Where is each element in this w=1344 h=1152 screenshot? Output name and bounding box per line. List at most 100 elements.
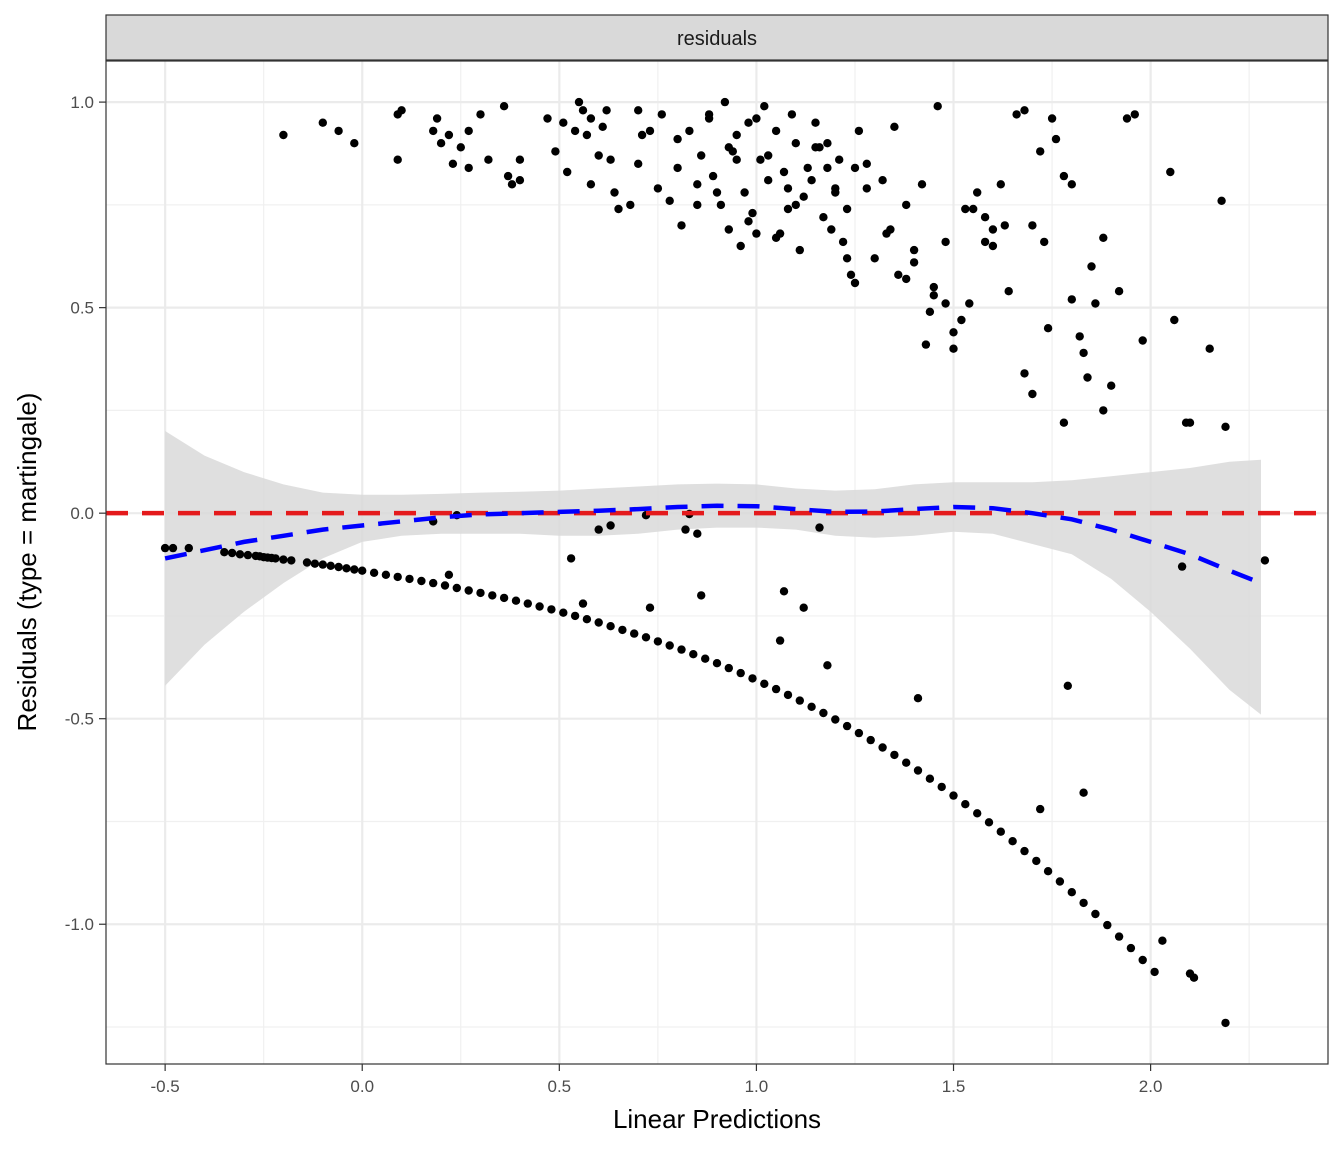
data-point	[973, 809, 982, 818]
data-point	[850, 163, 860, 173]
data-point	[184, 543, 193, 553]
data-point	[823, 139, 832, 148]
data-point	[1028, 221, 1037, 230]
data-point	[1020, 369, 1029, 378]
minor-gridlines	[106, 61, 1328, 1064]
data-point	[618, 625, 627, 635]
data-point	[783, 204, 793, 214]
data-point	[350, 139, 359, 148]
data-point	[1205, 344, 1214, 353]
data-point	[996, 180, 1005, 189]
data-point	[444, 130, 454, 140]
data-point	[791, 139, 800, 148]
data-point	[523, 599, 532, 608]
data-point	[988, 225, 998, 234]
y-axis-title: Residuals (type = martingale)	[12, 393, 42, 732]
data-point	[653, 184, 663, 193]
x-tick-label: 1.0	[745, 1077, 769, 1096]
data-point	[334, 126, 343, 136]
data-point	[1055, 877, 1065, 886]
data-point	[515, 155, 525, 164]
data-point	[464, 163, 473, 173]
data-point	[499, 593, 509, 603]
data-point	[630, 629, 639, 638]
confidence-ribbon	[165, 431, 1262, 715]
data-point	[570, 126, 580, 136]
data-point	[594, 618, 603, 627]
data-point	[704, 114, 714, 123]
confidence-band	[165, 431, 1262, 715]
x-tick-label: 0.5	[548, 1077, 572, 1096]
data-point	[1075, 332, 1084, 341]
data-point	[890, 122, 899, 131]
data-point	[515, 176, 525, 185]
data-point	[168, 543, 178, 553]
data-point	[799, 192, 808, 201]
data-point	[610, 188, 619, 197]
data-point	[685, 126, 694, 136]
data-point	[1221, 1018, 1230, 1028]
data-point	[1122, 114, 1132, 123]
data-point	[744, 217, 753, 226]
data-point	[657, 110, 666, 119]
data-point	[602, 106, 611, 115]
data-point	[862, 159, 871, 168]
data-point	[476, 588, 485, 598]
data-point	[484, 155, 493, 164]
data-point	[665, 641, 674, 650]
data-point	[1059, 418, 1069, 427]
data-point	[807, 176, 816, 185]
data-point	[913, 766, 923, 775]
data-point	[1000, 221, 1009, 230]
y-tick-label: 0.0	[70, 504, 94, 523]
data-point	[783, 184, 793, 193]
data-point	[1043, 867, 1053, 876]
data-point	[736, 668, 745, 678]
data-point	[866, 735, 875, 745]
data-point	[819, 708, 828, 718]
data-point	[1004, 287, 1013, 296]
data-point	[381, 570, 391, 579]
data-point	[787, 110, 797, 119]
data-point	[448, 159, 458, 168]
data-point	[1079, 788, 1088, 797]
data-point	[957, 315, 966, 325]
data-point	[842, 254, 852, 263]
data-point	[578, 599, 588, 608]
data-point	[949, 328, 958, 337]
data-point	[310, 559, 320, 568]
data-point	[559, 608, 568, 617]
x-axis-title: Linear Predictions	[613, 1104, 821, 1134]
data-point	[326, 561, 335, 570]
data-point	[949, 791, 958, 800]
data-point	[578, 106, 588, 115]
data-point	[499, 102, 509, 111]
smooth-fit-line	[164, 503, 1262, 586]
data-point	[973, 188, 982, 197]
data-point	[1114, 287, 1124, 296]
data-point	[831, 715, 840, 724]
data-point	[1079, 348, 1088, 358]
data-point	[645, 603, 655, 612]
data-point	[1067, 295, 1077, 304]
data-point	[614, 204, 623, 214]
data-point	[984, 818, 994, 827]
data-point	[1166, 167, 1175, 177]
data-point	[1079, 898, 1088, 908]
data-point	[634, 106, 643, 115]
data-point	[902, 758, 911, 767]
data-point	[846, 270, 856, 279]
data-point	[1067, 180, 1077, 189]
data-point	[795, 696, 804, 705]
data-point	[795, 245, 804, 255]
data-point	[1130, 110, 1140, 119]
data-point	[827, 225, 836, 234]
data-point	[941, 237, 950, 247]
data-point	[909, 245, 919, 255]
facet-strip: residuals	[105, 14, 1329, 61]
data-point	[969, 204, 978, 214]
data-point	[878, 743, 887, 752]
data-point	[744, 118, 753, 127]
data-point	[1020, 106, 1029, 115]
